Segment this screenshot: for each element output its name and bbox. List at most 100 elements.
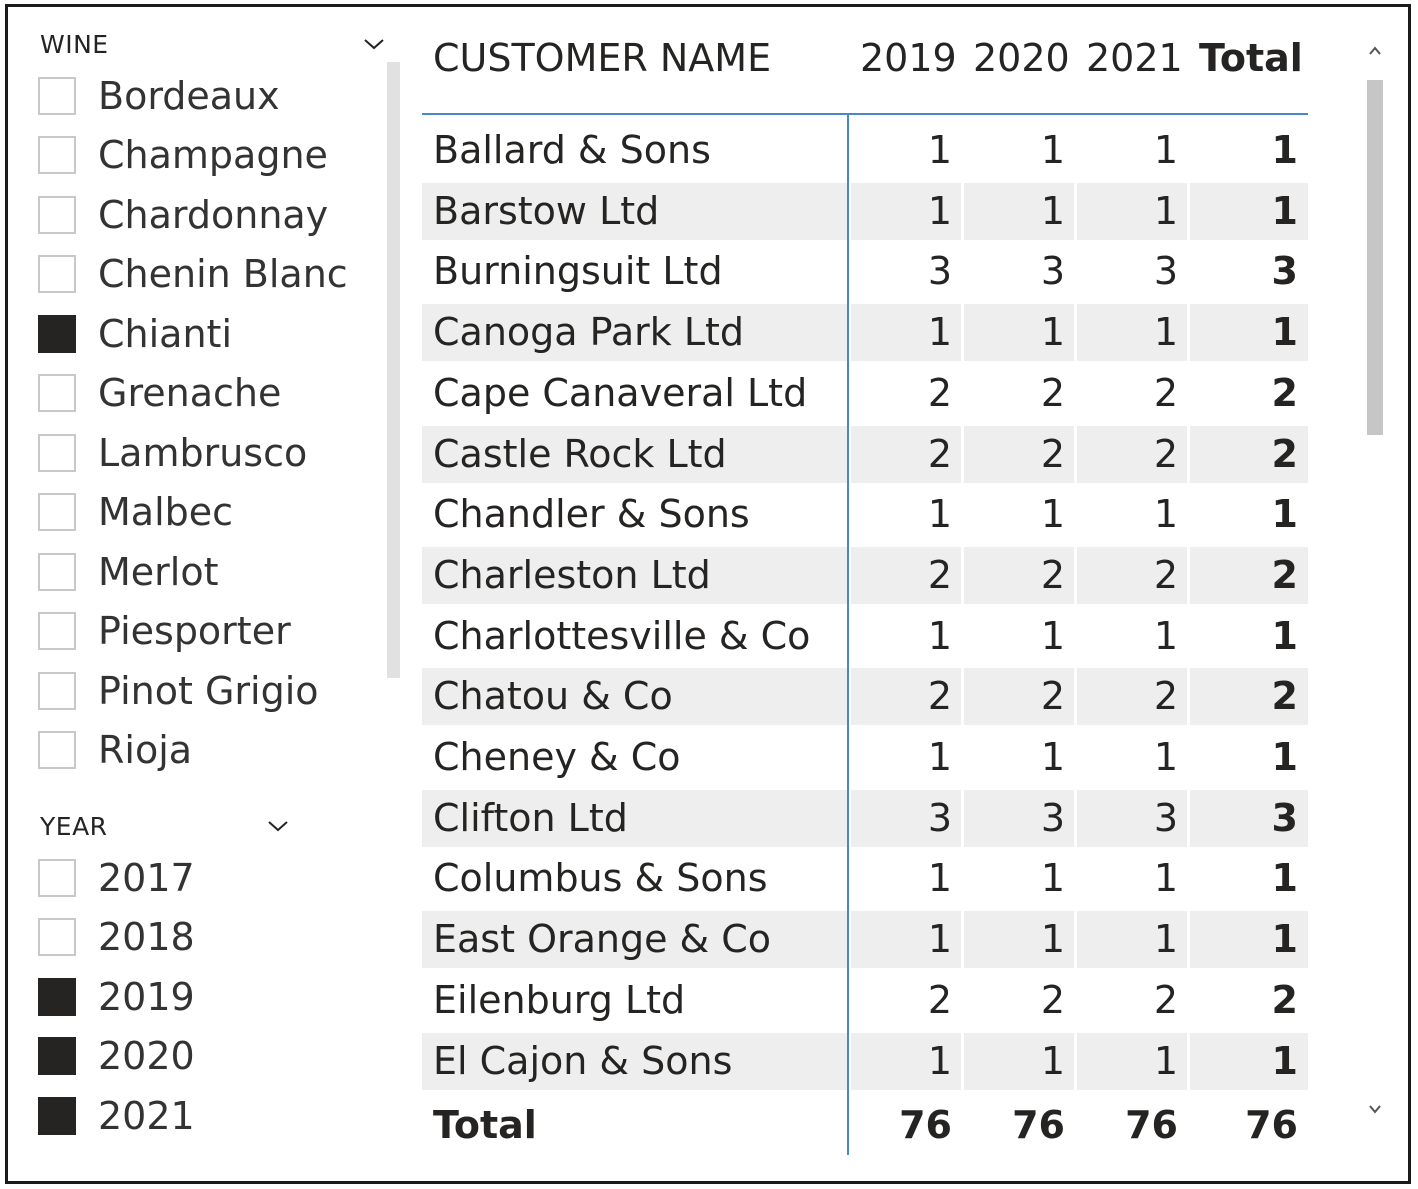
checkbox[interactable] bbox=[38, 136, 76, 175]
value-cell: 1 bbox=[1153, 613, 1178, 658]
table-row: Columbus & Sons 1 1 1 1 bbox=[422, 850, 1308, 907]
slicer-item-chenin-blanc[interactable]: Chenin Blanc bbox=[38, 245, 348, 305]
checkbox[interactable] bbox=[38, 195, 76, 234]
value-cell: 2 bbox=[927, 431, 952, 476]
value-cell: 1 bbox=[1040, 128, 1065, 172]
value-cell: 1 bbox=[1040, 492, 1065, 537]
slicer-item-malbec[interactable]: Malbec bbox=[38, 483, 348, 543]
value-cell: 1 bbox=[1153, 1038, 1178, 1083]
column-header-2019[interactable]: 2019 bbox=[860, 36, 957, 80]
value-cell: 1 bbox=[1153, 735, 1178, 779]
cell-separator bbox=[961, 789, 964, 847]
cell-separator bbox=[848, 425, 851, 483]
checkbox[interactable] bbox=[38, 433, 76, 472]
chevron-down-icon[interactable] bbox=[362, 32, 386, 56]
checkbox[interactable] bbox=[38, 612, 76, 651]
checkbox[interactable] bbox=[38, 374, 76, 413]
value-cell: 2 bbox=[1040, 552, 1065, 597]
cell-separator bbox=[848, 182, 851, 240]
cell-separator bbox=[1187, 1032, 1190, 1090]
checkbox[interactable] bbox=[38, 493, 76, 532]
slicer-item-2020[interactable]: 2020 bbox=[38, 1027, 195, 1087]
value-cell: 1 bbox=[927, 613, 952, 658]
slicer-item-pinot-grigio[interactable]: Pinot Grigio bbox=[38, 661, 348, 721]
checkbox[interactable] bbox=[38, 1037, 76, 1076]
total-value-cell: 2 bbox=[1271, 977, 1298, 1022]
cell-separator bbox=[1187, 182, 1190, 240]
slicer-item-2019[interactable]: 2019 bbox=[38, 967, 195, 1027]
chevron-down-icon[interactable] bbox=[1366, 1102, 1384, 1116]
cell-separator bbox=[1187, 789, 1190, 847]
customer-name-cell: Ballard & Sons bbox=[433, 128, 711, 172]
value-cell: 2 bbox=[1040, 370, 1065, 415]
column-header-total[interactable]: Total bbox=[1199, 36, 1303, 80]
slicer-item-merlot[interactable]: Merlot bbox=[38, 542, 348, 602]
checkbox[interactable] bbox=[38, 1096, 76, 1135]
cell-separator bbox=[1187, 546, 1190, 604]
table-row: Canoga Park Ltd 1 1 1 1 bbox=[422, 304, 1308, 362]
value-cell: 2 bbox=[1040, 431, 1065, 476]
value-cell: 76 bbox=[899, 1103, 952, 1147]
total-value-cell: 1 bbox=[1271, 613, 1298, 658]
value-cell: 1 bbox=[927, 128, 952, 172]
table-row: Cheney & Co 1 1 1 1 bbox=[422, 729, 1308, 786]
checkbox[interactable] bbox=[38, 314, 76, 353]
cell-separator bbox=[961, 304, 964, 362]
checkbox[interactable] bbox=[38, 918, 76, 957]
slicer-item-chianti[interactable]: Chianti bbox=[38, 304, 348, 364]
column-header-2020[interactable]: 2020 bbox=[973, 36, 1070, 80]
slicer-item-rioja[interactable]: Rioja bbox=[38, 721, 348, 781]
slicer-item-label: Chardonnay bbox=[98, 192, 329, 237]
wine-slicer-header: WINE bbox=[40, 30, 109, 59]
cell-separator bbox=[848, 789, 851, 847]
customer-name-cell: Charleston Ltd bbox=[433, 552, 711, 597]
customer-name-cell: Castle Rock Ltd bbox=[433, 431, 727, 476]
cell-separator bbox=[1187, 668, 1190, 726]
slicer-item-bordeaux[interactable]: Bordeaux bbox=[38, 66, 348, 126]
slicer-item-chardonnay[interactable]: Chardonnay bbox=[38, 185, 348, 245]
customer-name-cell: Columbus & Sons bbox=[433, 856, 768, 901]
column-header-customer-name[interactable]: CUSTOMER NAME bbox=[433, 36, 772, 80]
cell-separator bbox=[1074, 425, 1077, 483]
matrix-scrollbar-thumb[interactable] bbox=[1367, 80, 1383, 435]
checkbox[interactable] bbox=[38, 977, 76, 1016]
slicer-item-piesporter[interactable]: Piesporter bbox=[38, 602, 348, 662]
slicer-item-grenache[interactable]: Grenache bbox=[38, 364, 348, 424]
value-cell: 2 bbox=[1153, 674, 1178, 719]
cell-separator bbox=[961, 668, 964, 726]
slicer-item-label: Piesporter bbox=[98, 609, 291, 654]
checkbox[interactable] bbox=[38, 858, 76, 897]
customer-name-cell: Barstow Ltd bbox=[433, 188, 660, 233]
customer-name-cell: Burningsuit Ltd bbox=[433, 249, 723, 294]
table-row: Castle Rock Ltd 2 2 2 2 bbox=[422, 425, 1308, 483]
cell-separator bbox=[1074, 911, 1077, 969]
cell-separator bbox=[961, 1032, 964, 1090]
wine-slicer-scrollbar[interactable] bbox=[387, 62, 400, 678]
slicer-item-label: 2021 bbox=[98, 1093, 195, 1138]
table-row: Chatou & Co 2 2 2 2 bbox=[422, 668, 1308, 726]
slicer-item-2018[interactable]: 2018 bbox=[38, 908, 195, 968]
checkbox[interactable] bbox=[38, 76, 76, 115]
cell-separator bbox=[1074, 182, 1077, 240]
value-cell: 1 bbox=[1040, 613, 1065, 658]
customer-name-cell: Eilenburg Ltd bbox=[433, 977, 686, 1022]
value-cell: 2 bbox=[1153, 552, 1178, 597]
slicer-item-label: Malbec bbox=[98, 490, 234, 535]
chevron-down-icon[interactable] bbox=[266, 814, 290, 838]
cell-separator bbox=[1074, 1032, 1077, 1090]
checkbox[interactable] bbox=[38, 731, 76, 770]
checkbox[interactable] bbox=[38, 552, 76, 591]
checkbox[interactable] bbox=[38, 671, 76, 710]
slicer-item-champagne[interactable]: Champagne bbox=[38, 126, 348, 186]
slicer-item-2017[interactable]: 2017 bbox=[38, 848, 195, 908]
slicer-item-2021[interactable]: 2021 bbox=[38, 1086, 195, 1146]
cell-separator bbox=[1187, 911, 1190, 969]
total-value-cell: 1 bbox=[1271, 735, 1298, 779]
chevron-up-icon[interactable] bbox=[1366, 44, 1384, 58]
value-cell: 2 bbox=[1040, 977, 1065, 1022]
value-cell: 2 bbox=[927, 674, 952, 719]
column-header-2021[interactable]: 2021 bbox=[1086, 36, 1183, 80]
cell-separator bbox=[1074, 668, 1077, 726]
checkbox[interactable] bbox=[38, 255, 76, 294]
slicer-item-lambrusco[interactable]: Lambrusco bbox=[38, 423, 348, 483]
